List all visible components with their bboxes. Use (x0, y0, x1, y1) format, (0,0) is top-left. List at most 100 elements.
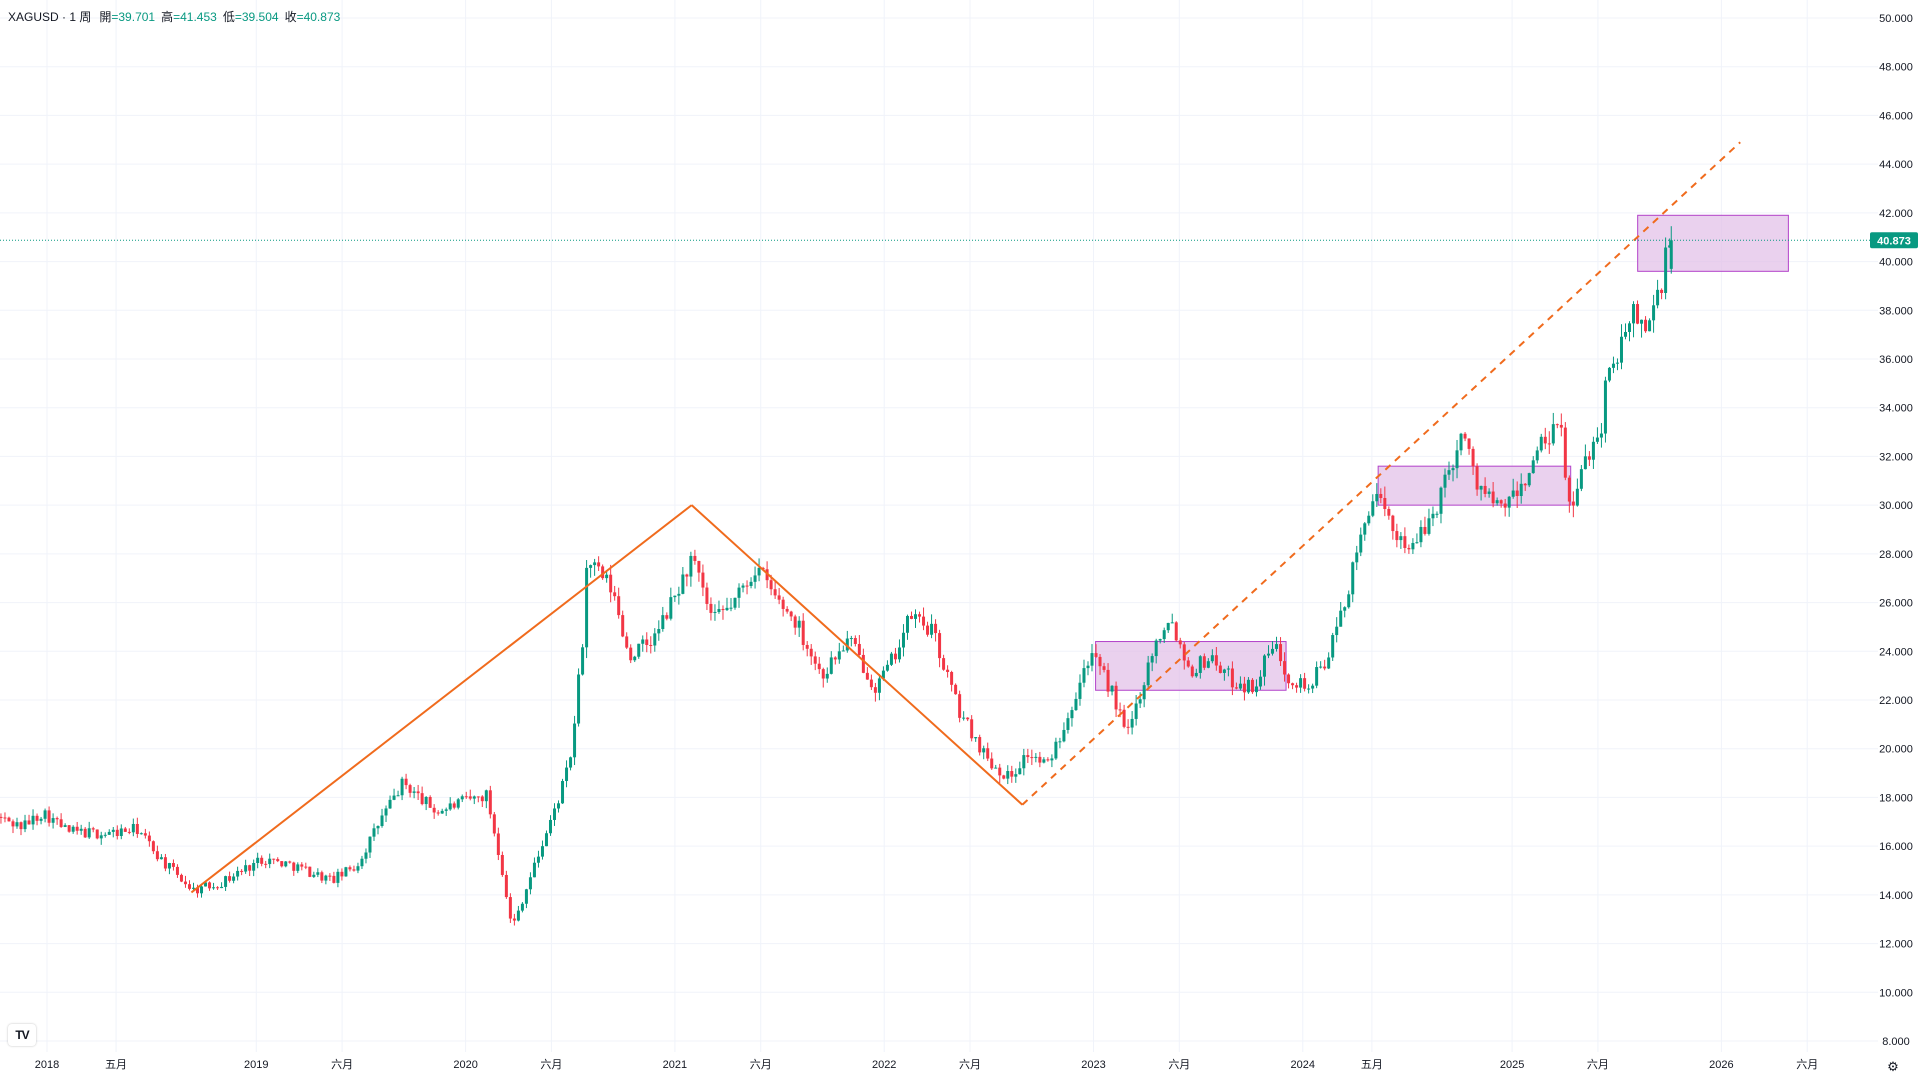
candle-down (805, 644, 809, 649)
y-axis-tick-label: 22.000 (1879, 695, 1913, 707)
candle-up (1206, 661, 1210, 668)
candle-up (1254, 686, 1258, 693)
candle-up (1210, 655, 1214, 662)
candle-up (930, 623, 934, 635)
candle-up (1535, 450, 1539, 461)
candle-down (793, 616, 797, 628)
candle-down (260, 857, 264, 864)
candle-down (1391, 515, 1395, 532)
candle-down (705, 587, 709, 604)
trend-line-dashed (1021, 141, 1741, 806)
candle-down (769, 580, 773, 590)
candle-down (35, 815, 39, 821)
candle-down (601, 566, 605, 579)
candle-up (1319, 666, 1323, 668)
candle-up (1451, 468, 1455, 471)
symbol-legend: XAGUSD · 1 周 開=39.701 高=41.453 低=39.504 … (8, 8, 340, 25)
candle-up (400, 778, 404, 796)
low-label: 低 (222, 10, 235, 24)
candle-down (1114, 685, 1118, 710)
candle-up (1575, 488, 1579, 506)
candle-up (1664, 247, 1668, 293)
candle-down (1118, 709, 1122, 711)
x-axis-tick-label: 六月 (1796, 1058, 1818, 1071)
candle-up (1134, 703, 1138, 719)
candle-up (1367, 515, 1371, 524)
candle-down (910, 615, 914, 619)
candle-up (881, 670, 885, 679)
candle-down (1543, 436, 1547, 444)
candle-down (183, 881, 187, 885)
y-axis-tick-label: 30.000 (1879, 500, 1913, 512)
candle-up (51, 818, 55, 823)
candle-up (901, 632, 905, 648)
candle-up (1603, 380, 1607, 434)
candle-up (484, 790, 488, 802)
candle-up (336, 871, 340, 883)
candle-up (1511, 490, 1515, 497)
candle-down (781, 599, 785, 609)
candle-up (837, 651, 841, 660)
candle-up (889, 653, 893, 665)
candle-down (1644, 319, 1648, 332)
candle-down (1174, 622, 1178, 641)
gear-icon[interactable]: ⚙ (1887, 1059, 1899, 1074)
candle-down (966, 717, 970, 720)
candle-up (1640, 319, 1644, 324)
candle-up (553, 808, 557, 820)
candle-down (7, 817, 11, 822)
candle-up (849, 638, 853, 640)
candle-down (970, 719, 974, 739)
x-axis-tick-label: 六月 (959, 1058, 981, 1071)
candle-down (926, 625, 930, 635)
candle-up (653, 633, 657, 646)
candle-up (39, 818, 43, 821)
candle-up (360, 858, 364, 867)
candle-up (1431, 513, 1435, 519)
y-axis-tick-label: 18.000 (1879, 792, 1913, 804)
candle-up (1150, 656, 1154, 663)
candle-down (721, 608, 725, 611)
candle-down (1126, 726, 1130, 728)
candle-down (432, 807, 436, 813)
x-axis-tick-label: 2025 (1500, 1059, 1524, 1071)
tradingview-logo-icon[interactable]: TV (8, 1024, 36, 1046)
candle-down (1106, 669, 1110, 692)
candle-up (557, 803, 561, 809)
candle-up (1347, 594, 1351, 608)
candle-up (119, 828, 123, 837)
candle-up (717, 608, 721, 612)
symbol-title[interactable]: XAGUSD · 1 周 (8, 10, 92, 24)
candle-up (1138, 699, 1142, 704)
candle-up (296, 864, 300, 871)
candle-up (1628, 323, 1632, 332)
candle-up (677, 593, 681, 596)
candle-up (224, 876, 228, 887)
candle-up (232, 876, 236, 881)
candle-down (468, 796, 472, 799)
candle-up (1455, 450, 1459, 469)
zone-box (1377, 465, 1572, 506)
candle-down (179, 874, 183, 882)
candle-up (344, 867, 348, 877)
candle-up (669, 597, 673, 619)
candle-up (1668, 245, 1672, 248)
candle-down (1218, 665, 1222, 673)
candle-up (1062, 729, 1066, 742)
candle-up (131, 823, 135, 833)
candle-down (1587, 456, 1591, 460)
candle-down (408, 785, 412, 793)
candle-up (316, 872, 320, 875)
y-axis-tick-label: 16.000 (1879, 841, 1913, 853)
candle-down (1403, 536, 1407, 548)
candle-up (103, 834, 107, 836)
candle-up (1162, 630, 1166, 640)
candle-down (817, 663, 821, 670)
candle-up (1343, 607, 1347, 611)
candle-down (938, 633, 942, 659)
candle-down (508, 897, 512, 919)
candle-down (135, 823, 139, 834)
candle-up (729, 607, 733, 609)
